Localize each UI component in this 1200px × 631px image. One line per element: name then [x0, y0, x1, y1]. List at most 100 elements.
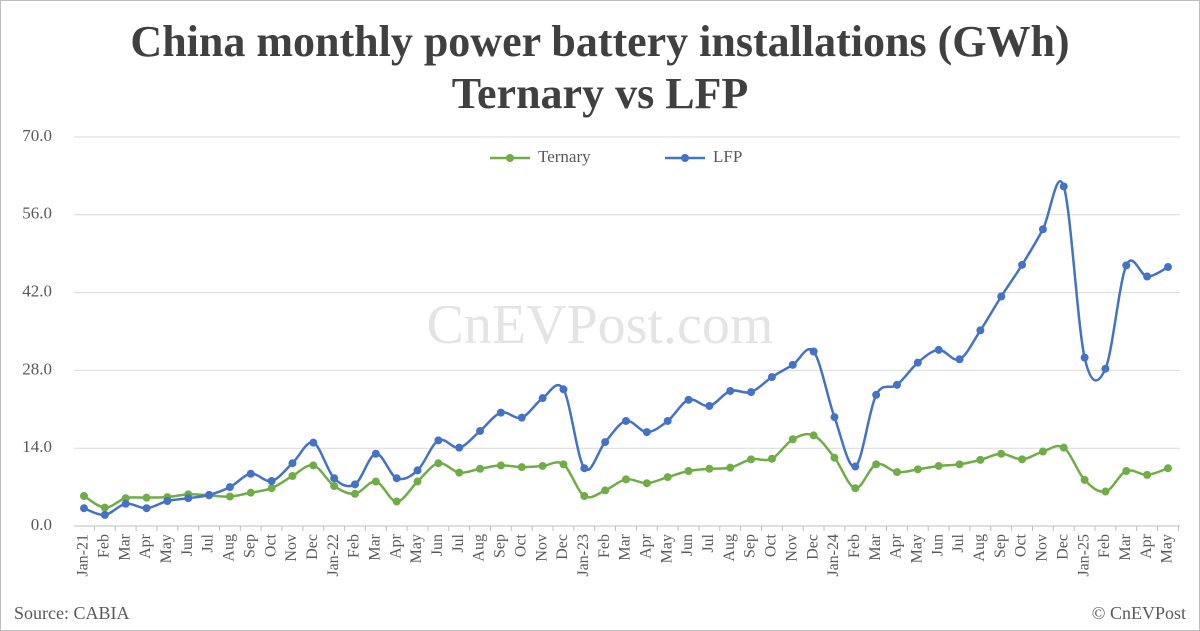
y-tick-label: 42.0 — [22, 282, 52, 301]
watermark: CnEVPost.com — [427, 294, 774, 356]
data-point — [413, 466, 422, 475]
data-point — [538, 394, 547, 403]
data-point — [705, 464, 714, 473]
x-tick-label: Jan-24 — [825, 534, 842, 577]
data-point — [121, 499, 130, 508]
x-tick-label: Nov — [1034, 534, 1051, 562]
data-point — [351, 480, 359, 489]
data-point — [976, 455, 985, 464]
x-tick-label: Dec — [1054, 534, 1071, 560]
data-point — [872, 390, 881, 399]
x-tick-label: Aug — [221, 534, 238, 562]
x-tick-label: Oct — [763, 533, 780, 557]
data-point — [893, 468, 901, 477]
data-point — [100, 510, 109, 519]
data-point — [517, 413, 526, 422]
x-tick-label: Dec — [804, 534, 821, 560]
data-point — [830, 413, 839, 422]
data-point — [121, 494, 130, 503]
data-point — [1038, 447, 1047, 456]
data-point — [580, 491, 589, 500]
x-tick-label: Apr — [888, 533, 905, 559]
x-tick-label: Oct — [512, 533, 529, 557]
data-point — [1080, 475, 1089, 484]
data-point — [622, 416, 630, 425]
data-point — [767, 454, 776, 463]
x-tick-label: Aug — [971, 534, 988, 562]
data-point — [434, 436, 443, 445]
data-point — [684, 466, 693, 475]
data-point — [246, 469, 255, 478]
x-tick-label: Mar — [1117, 533, 1134, 560]
y-tick-label: 14.0 — [22, 437, 52, 456]
x-tick-label: Apr — [387, 533, 404, 559]
data-point — [809, 431, 818, 440]
x-tick-label: Sep — [492, 534, 509, 558]
data-point — [538, 461, 547, 470]
chart-title: China monthly power battery installation… — [130, 17, 1069, 66]
data-point — [767, 373, 776, 382]
x-tick-label: Apr — [137, 533, 154, 559]
data-point — [747, 455, 756, 464]
data-point — [496, 461, 505, 470]
x-tick-label: Aug — [721, 534, 738, 562]
x-tick-label: Jul — [200, 533, 217, 552]
x-tick-label: May — [909, 534, 926, 563]
x-tick-label: Nov — [783, 534, 800, 562]
data-point — [1143, 272, 1152, 281]
x-tick-label: Nov — [283, 534, 300, 562]
data-point — [351, 489, 359, 498]
data-point — [809, 347, 818, 356]
x-tick-label: Apr — [1138, 533, 1155, 559]
data-point — [476, 464, 485, 473]
x-tick-label: Jun — [429, 534, 446, 556]
data-point — [455, 443, 464, 452]
data-point — [392, 497, 401, 506]
x-tick-label: Aug — [471, 534, 488, 562]
data-point — [100, 503, 109, 512]
data-point — [163, 496, 172, 505]
data-point — [955, 355, 964, 364]
x-tick-label: Mar — [116, 533, 133, 560]
data-point — [1164, 263, 1172, 272]
data-point — [142, 504, 151, 513]
x-tick-label: Mar — [617, 533, 634, 560]
x-tick-label: Feb — [846, 534, 863, 558]
data-point — [392, 474, 401, 483]
data-point — [330, 474, 339, 483]
data-point — [559, 460, 568, 469]
data-point — [851, 484, 860, 493]
data-point — [1122, 466, 1131, 475]
data-point — [267, 476, 276, 485]
data-point — [1101, 364, 1110, 373]
data-point — [872, 460, 881, 469]
x-tick-label: Jul — [700, 533, 717, 552]
data-point — [851, 462, 860, 471]
legend-marker — [506, 154, 514, 162]
data-point — [705, 401, 714, 410]
data-point — [830, 453, 839, 462]
x-tick-label: Mar — [867, 533, 884, 560]
data-point — [1018, 260, 1027, 269]
data-point — [80, 491, 88, 500]
x-tick-label: Jul — [450, 533, 467, 552]
x-tick-label: Apr — [638, 533, 655, 559]
data-point — [997, 292, 1006, 301]
data-point — [1059, 182, 1068, 191]
x-tick-label: Jan-21 — [75, 534, 92, 577]
legend-marker — [681, 154, 689, 162]
data-point — [934, 345, 943, 354]
data-point — [1164, 464, 1172, 473]
data-point — [225, 483, 234, 492]
data-point — [788, 360, 797, 369]
data-point — [580, 464, 589, 473]
data-point — [1080, 353, 1089, 362]
y-tick-label: 56.0 — [22, 204, 52, 223]
data-point — [476, 426, 485, 435]
x-tick-label: Dec — [304, 534, 321, 560]
credit: © CnEVPost — [1092, 603, 1186, 623]
data-point — [997, 449, 1006, 458]
data-point — [288, 471, 297, 480]
data-point — [747, 388, 756, 397]
